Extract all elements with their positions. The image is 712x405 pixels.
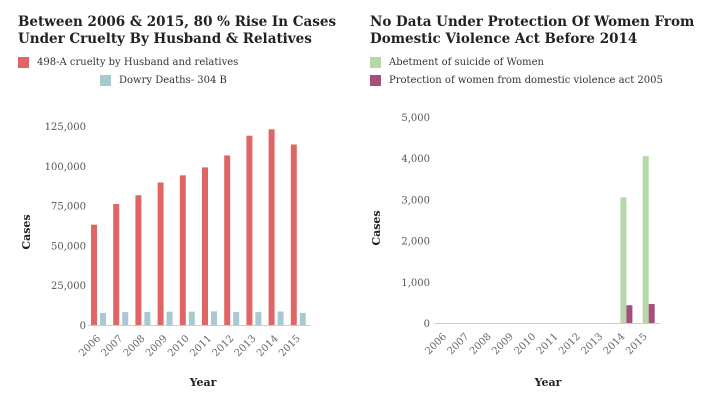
- chart1-bar-series2: [299, 312, 306, 325]
- chart2-x-tick-label: 2015: [624, 331, 650, 357]
- chart1-x-tick-label: 2013: [233, 333, 259, 359]
- right-legend-item-1[interactable]: Abetment of suicide of Women: [370, 57, 700, 68]
- chart1-bar-series1: [113, 204, 120, 325]
- left-legend-label-2: Dowry Deaths- 304 B: [119, 75, 227, 86]
- chart2-y-axis-label: Cases: [370, 210, 383, 245]
- chart1-bar-series1: [246, 135, 253, 325]
- chart1-bar-series2: [211, 311, 217, 325]
- chart1-x-tick-label: 2007: [100, 333, 126, 359]
- chart1-bar-series2: [255, 312, 262, 325]
- chart1-bar-series2: [277, 311, 284, 325]
- chart2-y-tick-label: 4,000: [401, 154, 430, 165]
- chart2-x-tick-label: 2008: [468, 331, 494, 357]
- legend-swatch-purple: [370, 75, 381, 86]
- chart1-bar-series1: [202, 167, 208, 325]
- right-legend-label-2: Protection of women from domestic violen…: [389, 75, 663, 86]
- chart2-x-tick-label: 2009: [490, 331, 516, 357]
- left-legend-label-1: 498-A cruelty by Husband and relatives: [37, 57, 239, 68]
- chart1-x-tick-label: 2009: [144, 333, 170, 359]
- left-legend-item-2[interactable]: Dowry Deaths- 304 B: [100, 75, 430, 86]
- chart2-x-tick-label: 2014: [602, 331, 628, 357]
- chart2-x-tick-label: 2007: [446, 331, 472, 357]
- chart1-x-tick-label: 2014: [255, 333, 281, 359]
- chart2-x-tick-label: 2011: [535, 331, 561, 357]
- chart2-x-tick-label: 2006: [423, 331, 449, 357]
- chart1-x-tick-label: 2015: [277, 333, 303, 359]
- chart2-bar-series1: [620, 197, 627, 323]
- chart2-y-tick-label: 2,000: [401, 237, 430, 248]
- legend-swatch-blue: [100, 75, 111, 86]
- chart1-y-tick-label: 100,000: [45, 162, 86, 173]
- chart1-y-tick-label: 0: [80, 321, 86, 332]
- chart1-x-tick-label: 2012: [211, 333, 237, 359]
- chart2-bar-series2: [626, 305, 633, 323]
- chart2-y-tick-label: 1,000: [401, 278, 430, 289]
- left-legend-item-1[interactable]: 498-A cruelty by Husband and relatives: [18, 57, 348, 68]
- chart1-y-tick-label: 75,000: [51, 202, 86, 213]
- chart1-bar-series1: [135, 195, 142, 325]
- chart1-bar-series2: [144, 311, 151, 325]
- chart1-y-tick-label: 25,000: [51, 281, 86, 292]
- chart2-x-axis-label: Year: [534, 376, 562, 389]
- legend-swatch-red: [18, 57, 29, 68]
- chart1-bar-series2: [122, 312, 129, 325]
- right-legend-item-2[interactable]: Protection of women from domestic violen…: [370, 75, 700, 86]
- chart2-x-tick-label: 2012: [557, 331, 583, 357]
- chart1-bar-series1: [224, 155, 231, 325]
- chart2-bar-series2: [648, 304, 655, 323]
- chart1-bar-series2: [188, 311, 195, 325]
- left-chart-title: Between 2006 & 2015, 80 % Rise In Cases …: [18, 14, 337, 47]
- right-legend-label-1: Abetment of suicide of Women: [389, 57, 544, 68]
- chart1-bar-series2: [233, 311, 240, 325]
- chart1-y-tick-label: 50,000: [51, 241, 86, 252]
- chart1-y-axis-label: Cases: [20, 214, 33, 249]
- chart1-bar-series1: [157, 182, 164, 325]
- chart1-x-tick-label: 2011: [188, 333, 214, 359]
- chart1-bar-series1: [290, 144, 297, 325]
- chart1-x-tick-label: 2010: [166, 333, 192, 359]
- chart2-bar-series1: [642, 156, 649, 323]
- chart2-y-tick-label: 0: [424, 319, 430, 330]
- chart2-y-tick-label: 3,000: [401, 195, 430, 206]
- legend-swatch-green: [370, 57, 381, 68]
- chart1-y-tick-label: 125,000: [45, 122, 86, 133]
- chart2-y-tick-label: 5,000: [401, 113, 430, 124]
- chart1-bar-series1: [91, 224, 97, 325]
- chart1-bar-series2: [166, 311, 173, 325]
- chart1-x-axis-label: Year: [189, 376, 217, 389]
- chart1-x-tick-label: 2008: [122, 333, 148, 359]
- chart1-bar-series1: [268, 129, 275, 325]
- chart1-x-tick-label: 2006: [77, 333, 103, 359]
- chart2-x-tick-label: 2010: [513, 331, 539, 357]
- chart1-bar-series1: [179, 175, 186, 325]
- right-chart-panel: No Data Under Protection Of Women From D…: [370, 0, 700, 405]
- right-chart-title: No Data Under Protection Of Women From D…: [370, 14, 695, 47]
- chart2-x-tick-label: 2013: [579, 331, 605, 357]
- chart1-bar-series2: [100, 312, 106, 325]
- left-chart-panel: Between 2006 & 2015, 80 % Rise In Cases …: [18, 0, 348, 405]
